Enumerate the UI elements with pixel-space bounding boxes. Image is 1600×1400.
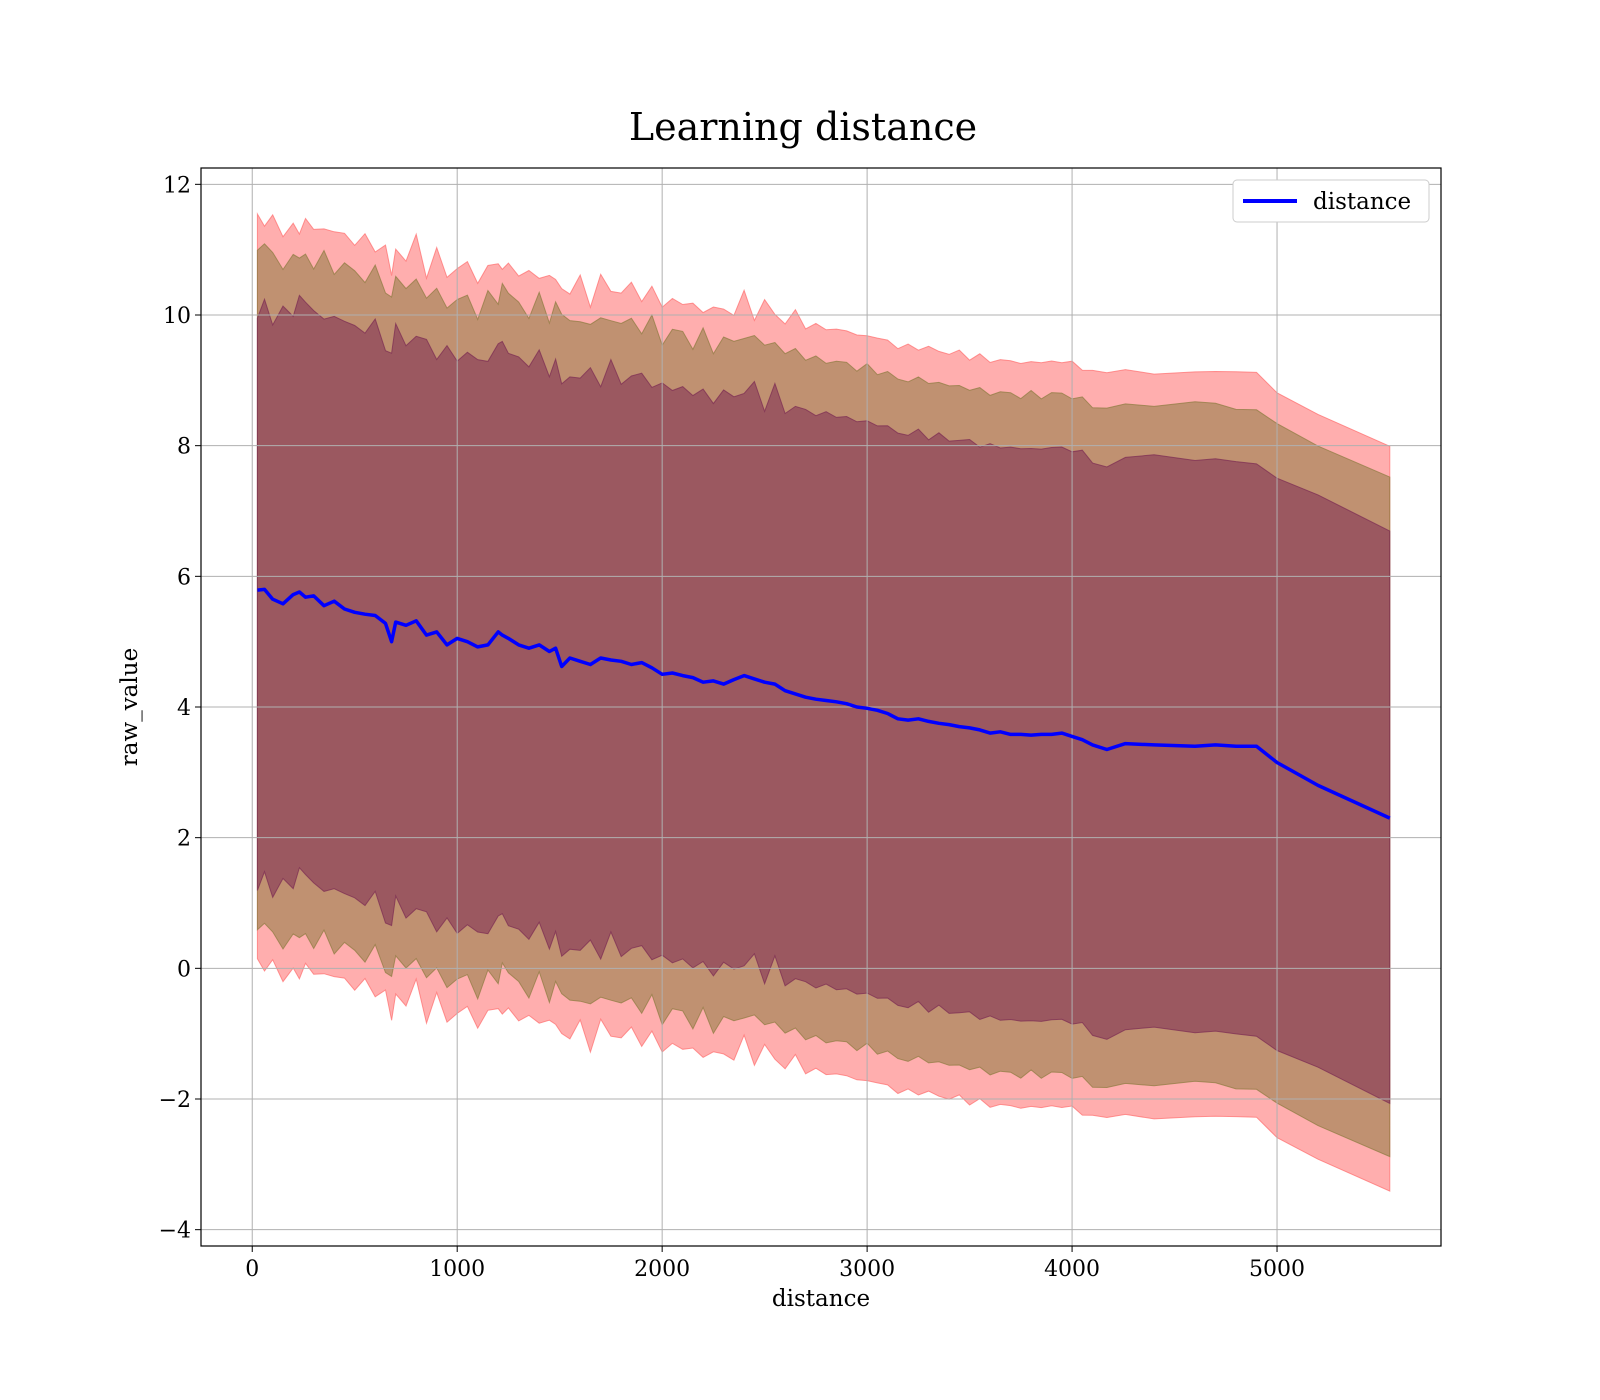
x-tick-label: 2000 xyxy=(634,1257,690,1282)
x-tick-label: 4000 xyxy=(1044,1257,1100,1282)
series-line-distance xyxy=(257,587,1391,820)
x-tick-label: 0 xyxy=(245,1257,259,1282)
y-tick-label: 4 xyxy=(177,696,191,721)
y-axis-label: raw_value xyxy=(117,648,143,766)
x-axis-label: distance xyxy=(772,1286,870,1312)
y-tick-label: −4 xyxy=(159,1219,191,1244)
legend: distance xyxy=(1232,179,1430,223)
y-tick-label: 6 xyxy=(177,565,191,590)
legend-box xyxy=(1232,179,1430,223)
x-tick-label: 1000 xyxy=(429,1257,485,1282)
chart-title: Learning distance xyxy=(629,105,977,149)
y-tick-label: 10 xyxy=(163,304,191,329)
y-tick-label: 8 xyxy=(177,435,191,460)
y-tick-label: 12 xyxy=(163,173,191,198)
x-tick-label: 5000 xyxy=(1249,1257,1305,1282)
y-tick-label: 0 xyxy=(177,957,191,982)
axis-ticks: 0 1000 2000 3000 4000 5000 −4 −2 0 2 4 6 8 10 12 xyxy=(159,173,1305,1282)
y-tick-label: 2 xyxy=(177,827,191,852)
y-tick-label: −2 xyxy=(159,1088,191,1113)
band-layer xyxy=(256,212,1391,1192)
line-layer xyxy=(257,587,1391,820)
legend-label-distance: distance xyxy=(1313,189,1411,215)
x-tick-label: 3000 xyxy=(839,1257,895,1282)
